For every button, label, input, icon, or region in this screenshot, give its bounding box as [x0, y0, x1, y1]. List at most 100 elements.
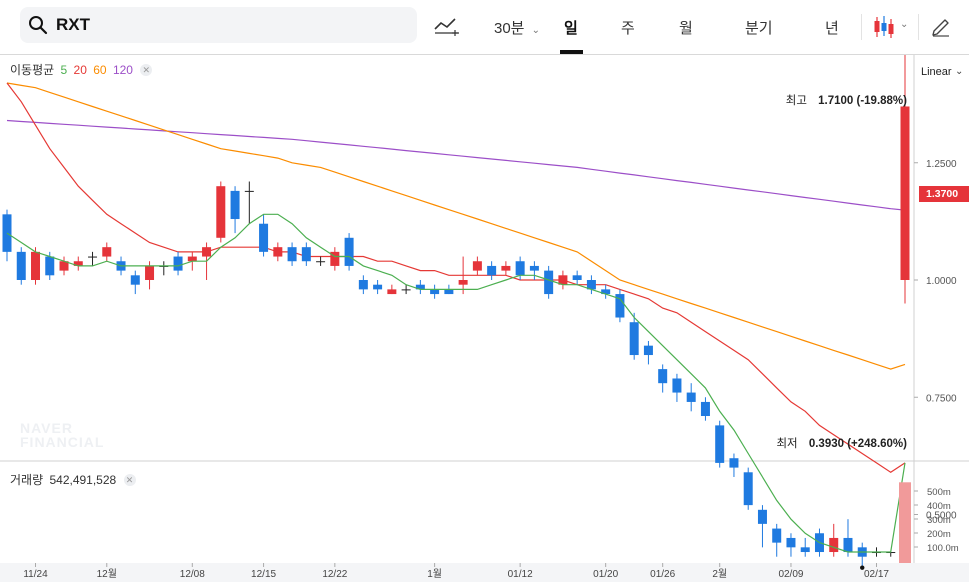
- pencil-icon[interactable]: [931, 15, 951, 37]
- volume-tick-label: 300m: [927, 515, 951, 526]
- chevron-down-icon: ⌄: [531, 25, 541, 36]
- candle: [73, 261, 83, 266]
- tab-year[interactable]: 년: [825, 20, 839, 37]
- candle: [187, 256, 197, 262]
- candle: [287, 247, 297, 262]
- candle: [387, 289, 397, 295]
- ma20-line: [6, 82, 906, 474]
- ma60-line: [6, 82, 906, 370]
- top-toolbar: RXT 30분 ⌄ 일 주 월 분기 년 ⌄: [0, 0, 969, 54]
- y-tick-label: 0.5000: [926, 511, 957, 522]
- candle: [273, 247, 283, 257]
- price-chart[interactable]: 1.75001.50001.25001.00000.75000.5000500m…: [0, 55, 969, 582]
- candle: [700, 401, 710, 417]
- candle: [672, 378, 682, 393]
- candle: [59, 261, 69, 271]
- candle: [572, 275, 582, 280]
- tab-month[interactable]: 월: [679, 20, 693, 37]
- y-tick-label: 0.7500: [926, 393, 957, 404]
- current-price-tag: 1.3700: [919, 186, 969, 202]
- x-tick-label: 12/15: [251, 569, 276, 580]
- candle: [259, 223, 269, 252]
- volume-bar: [899, 482, 911, 563]
- x-tick-label: 01/12: [508, 569, 533, 580]
- watermark-line: NAVER: [20, 420, 73, 436]
- candle: [686, 392, 696, 402]
- drawing-tool-icon[interactable]: [433, 15, 461, 39]
- interval-dropdown[interactable]: 30분 ⌄: [494, 17, 540, 38]
- candle: [316, 261, 326, 263]
- x-tick-label: 12/22: [322, 569, 347, 580]
- close-icon[interactable]: ✕: [140, 64, 153, 76]
- candle: [558, 275, 568, 285]
- y-tick-label: 1.0000: [926, 276, 957, 287]
- candle: [415, 284, 425, 290]
- candle: [743, 472, 753, 506]
- candle: [458, 280, 468, 285]
- x-tick-label: 11/24: [23, 569, 48, 580]
- candle: [843, 537, 853, 553]
- candle: [301, 247, 311, 262]
- candle: [601, 289, 611, 295]
- candle: [586, 280, 596, 290]
- tab-quarter[interactable]: 분기: [745, 20, 773, 37]
- low-label-key: 최저: [776, 438, 798, 450]
- candlestick-type-icon[interactable]: [873, 14, 895, 40]
- x-tick-label: 01/20: [593, 569, 618, 580]
- ma5-line: [6, 213, 906, 553]
- chevron-down-icon[interactable]: ⌄: [955, 66, 964, 77]
- x-tick-label: 12/08: [180, 569, 205, 580]
- moving-average-legend: 이동평균 5 20 60 120 ✕: [10, 61, 153, 78]
- x-tick-label: 01/26: [650, 569, 675, 580]
- x-tick-label: 02/17: [864, 569, 889, 580]
- candle: [430, 289, 440, 295]
- candle: [401, 289, 411, 291]
- candle: [173, 256, 183, 271]
- volume-value: 542,491,528: [49, 473, 117, 487]
- scale-mode-label[interactable]: Linear: [921, 66, 952, 78]
- search-icon: [29, 16, 48, 35]
- toolbar-bottom-border: [0, 54, 969, 55]
- volume-tick-label: 400m: [927, 501, 951, 512]
- candle: [544, 270, 554, 295]
- x-tick-label: 12월: [97, 568, 117, 580]
- candle: [757, 509, 767, 524]
- ma120-line: [6, 119, 906, 211]
- candle: [729, 458, 739, 468]
- volume-legend: 거래량 542,491,528 ✕: [10, 471, 136, 488]
- ma-legend-title: 이동평균: [10, 63, 55, 77]
- y-tick-label: 1.2500: [926, 159, 957, 170]
- high-price-label: 최고 1.7100 (-19.88%): [786, 92, 907, 108]
- tab-week[interactable]: 주: [621, 20, 635, 37]
- candle: [16, 251, 26, 280]
- candle: [829, 537, 839, 553]
- search-input[interactable]: RXT: [56, 15, 90, 34]
- candle: [900, 106, 910, 280]
- search-box[interactable]: RXT: [20, 7, 417, 43]
- high-label-key: 최고: [785, 95, 807, 107]
- low-label-value: 0.3930 (+248.60%): [808, 438, 907, 450]
- volume-label: 거래량: [10, 473, 44, 487]
- x-tick-label: 02/09: [778, 569, 803, 580]
- candle: [230, 190, 240, 220]
- candle: [629, 322, 639, 356]
- candle: [786, 537, 796, 548]
- tab-day[interactable]: 일: [564, 20, 578, 37]
- candle: [643, 345, 653, 356]
- volume-tick-label: 500m: [927, 487, 951, 498]
- candle: [515, 261, 525, 276]
- ma-period-5: 5: [60, 63, 68, 77]
- candle: [529, 265, 539, 271]
- high-label-value: 1.7100 (-19.88%): [818, 95, 907, 107]
- watermark: NAVER FINANCIAL: [20, 421, 104, 449]
- candle: [145, 265, 155, 280]
- close-icon[interactable]: ✕: [123, 474, 136, 486]
- ma-period-60: 60: [93, 63, 107, 77]
- chevron-down-icon[interactable]: ⌄: [900, 19, 909, 30]
- candle: [216, 186, 226, 238]
- candle: [102, 247, 112, 257]
- low-price-label: 최저 0.3930 (+248.60%): [776, 435, 907, 451]
- candle: [373, 284, 383, 290]
- x-tick-label: 2월: [712, 568, 727, 580]
- active-tab-indicator: [560, 50, 583, 54]
